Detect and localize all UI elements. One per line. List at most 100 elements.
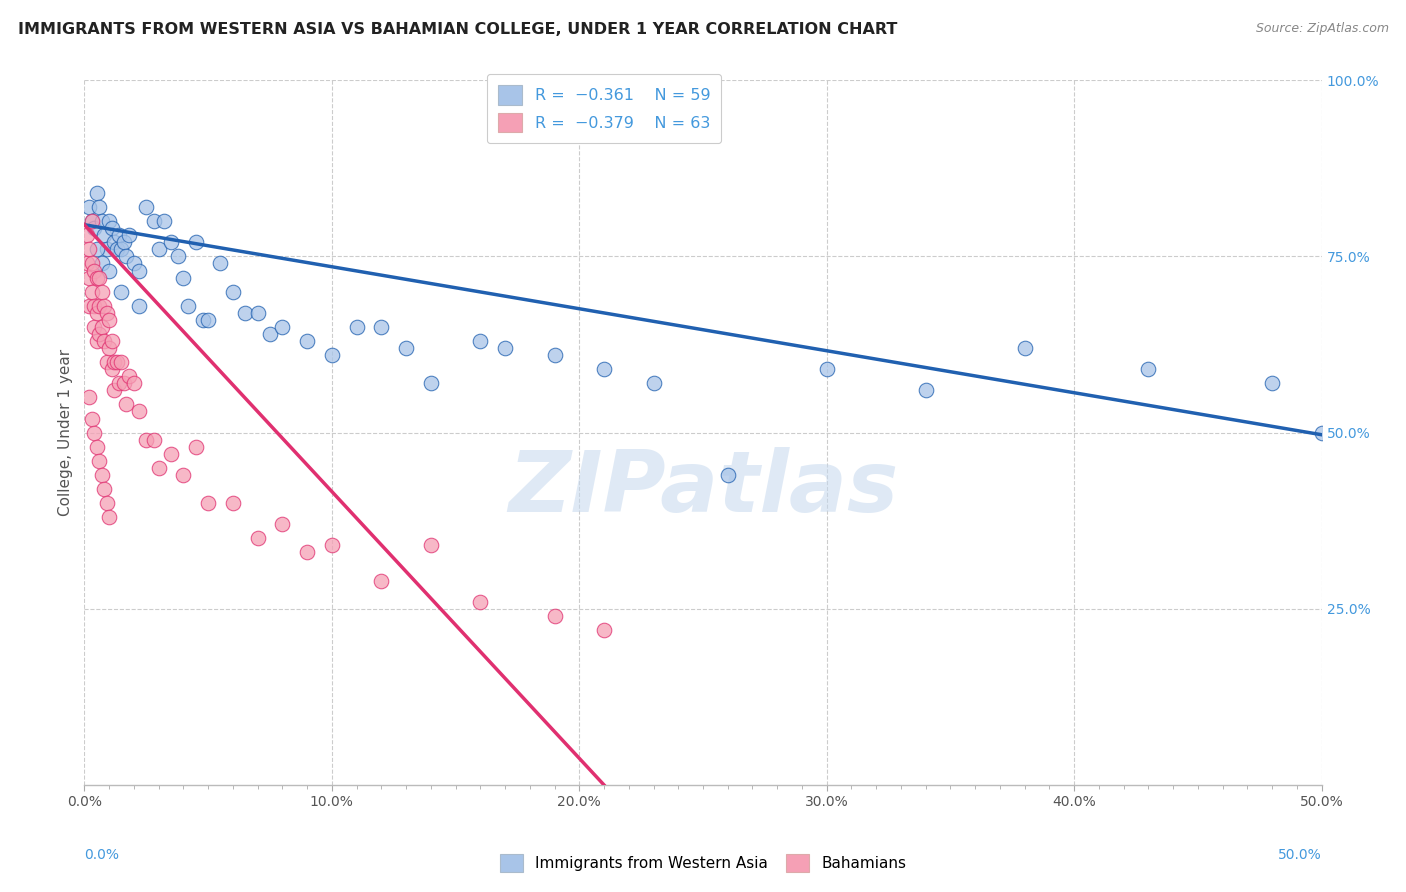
Point [105,355,128,369]
Point [160,235,183,250]
Point [271,517,294,532]
Point [914,384,936,398]
Point [142,433,165,447]
Point [321,348,343,362]
Point [122,376,145,391]
Point [79,391,101,405]
Point [89,454,111,468]
Point [100,221,122,235]
Point [321,538,343,552]
Point [1310,425,1333,440]
Point [110,243,132,257]
Point [115,397,138,411]
Point [80,214,103,228]
Point [135,200,157,214]
Point [128,263,150,277]
Y-axis label: College, Under 1 year: College, Under 1 year [58,349,73,516]
Point [90,256,112,270]
Point [83,221,105,235]
Point [79,200,101,214]
Point [98,214,121,228]
Point [643,376,665,391]
Point [90,285,112,299]
Legend: R =  −0.361    N = 59, R =  −0.379    N = 63: R = −0.361 N = 59, R = −0.379 N = 63 [486,74,721,144]
Point [80,411,103,425]
Point [543,608,565,623]
Point [593,362,616,376]
Point [259,326,281,341]
Point [246,532,269,546]
Point [295,334,318,348]
Point [79,270,101,285]
Point [89,200,111,214]
Point [271,320,294,334]
Point [184,440,207,454]
Text: 0.0%: 0.0% [84,848,120,863]
Point [89,326,111,341]
Point [470,334,492,348]
Point [209,256,232,270]
Point [419,538,441,552]
Point [90,214,112,228]
Point [593,623,616,637]
Point [494,341,516,355]
Point [135,433,157,447]
Point [118,369,141,384]
Point [86,334,108,348]
Point [112,376,135,391]
Point [346,320,368,334]
Point [79,243,101,257]
Point [98,263,121,277]
Point [89,299,111,313]
Point [142,214,165,228]
Point [148,243,170,257]
Point [815,362,838,376]
Point [1261,376,1284,391]
Point [98,510,121,524]
Point [197,313,219,327]
Point [295,545,318,559]
Point [167,250,190,264]
Point [76,256,98,270]
Point [80,256,103,270]
Point [89,270,111,285]
Point [115,250,138,264]
Point [79,299,101,313]
Point [96,243,118,257]
Point [370,574,392,588]
Point [83,425,105,440]
Point [148,460,170,475]
Point [222,496,245,510]
Point [83,320,105,334]
Point [96,306,118,320]
Point [246,306,269,320]
Point [80,285,103,299]
Point [470,595,492,609]
Point [90,320,112,334]
Point [86,270,108,285]
Point [110,355,132,369]
Point [118,228,141,243]
Point [172,467,194,482]
Point [80,214,103,228]
Point [233,306,256,320]
Point [100,334,122,348]
Point [93,299,115,313]
Point [395,341,418,355]
Text: IMMIGRANTS FROM WESTERN ASIA VS BAHAMIAN COLLEGE, UNDER 1 YEAR CORRELATION CHART: IMMIGRANTS FROM WESTERN ASIA VS BAHAMIAN… [18,22,897,37]
Text: Source: ZipAtlas.com: Source: ZipAtlas.com [1256,22,1389,36]
Point [160,447,183,461]
Point [86,243,108,257]
Point [83,263,105,277]
Point [93,334,115,348]
Point [103,384,125,398]
Point [1137,362,1160,376]
Point [112,235,135,250]
Point [96,496,118,510]
Point [86,186,108,200]
Point [86,440,108,454]
Point [128,404,150,418]
Point [93,228,115,243]
Text: ZIPatlas: ZIPatlas [508,448,898,531]
Point [717,467,740,482]
